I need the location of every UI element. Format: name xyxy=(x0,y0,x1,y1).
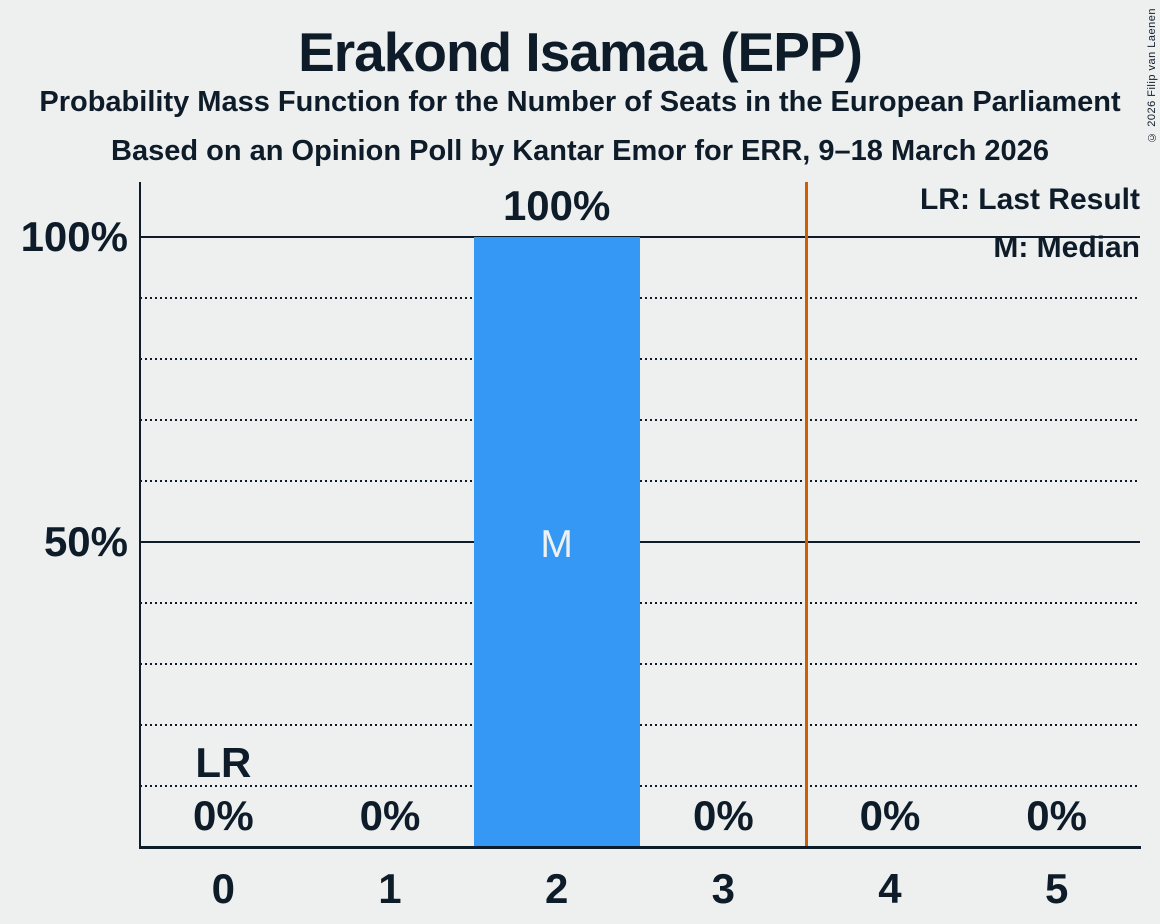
gridline-dotted-40 xyxy=(140,602,1140,604)
last-result-marker: LR xyxy=(195,739,252,786)
gridline-solid-50 xyxy=(140,541,1140,543)
gridline-dotted-70 xyxy=(140,419,1140,421)
bar-value-label-0: 0% xyxy=(192,792,254,839)
gridline-dotted-60 xyxy=(140,480,1140,482)
bar-seat-2 xyxy=(473,237,640,847)
x-tick-label-4: 4 xyxy=(878,865,902,912)
legend-last-result: LR: Last Result xyxy=(919,183,1140,216)
x-tick-label-0: 0 xyxy=(211,865,235,912)
bar-value-label-1: 0% xyxy=(359,792,421,839)
gridline-dotted-10 xyxy=(140,785,1140,787)
x-tick-label-5: 5 xyxy=(1044,865,1069,912)
gridline-dotted-20 xyxy=(140,724,1140,726)
bar-value-label-3: 0% xyxy=(692,792,754,839)
chart-subtitle-poll: Based on an Opinion Poll by Kantar Emor … xyxy=(111,135,1049,167)
gridline-dotted-80 xyxy=(140,358,1140,360)
chart-subtitle-pmf: Probability Mass Function for the Number… xyxy=(39,86,1121,118)
y-tick-label-50%: 50% xyxy=(43,518,128,565)
bar-value-label-4: 0% xyxy=(859,792,921,839)
gridline-dotted-30 xyxy=(140,663,1140,665)
x-tick-label-3: 3 xyxy=(711,865,735,912)
x-tick-label-1: 1 xyxy=(378,865,402,912)
legend-median: M: Median xyxy=(993,231,1140,264)
majority-threshold-line xyxy=(805,182,809,847)
y-tick-label-100%: 100% xyxy=(20,213,128,260)
bar-value-label-2: 100% xyxy=(502,182,611,229)
x-tick-label-2: 2 xyxy=(544,865,569,912)
bar-value-label-5: 0% xyxy=(1026,792,1087,839)
chart-title: Erakond Isamaa (EPP) xyxy=(298,21,863,83)
median-marker: M xyxy=(540,523,573,566)
y-axis-line xyxy=(139,182,141,847)
gridline-dotted-90 xyxy=(140,297,1140,299)
x-axis-line xyxy=(139,846,1141,849)
gridline-solid-100 xyxy=(140,236,1140,238)
